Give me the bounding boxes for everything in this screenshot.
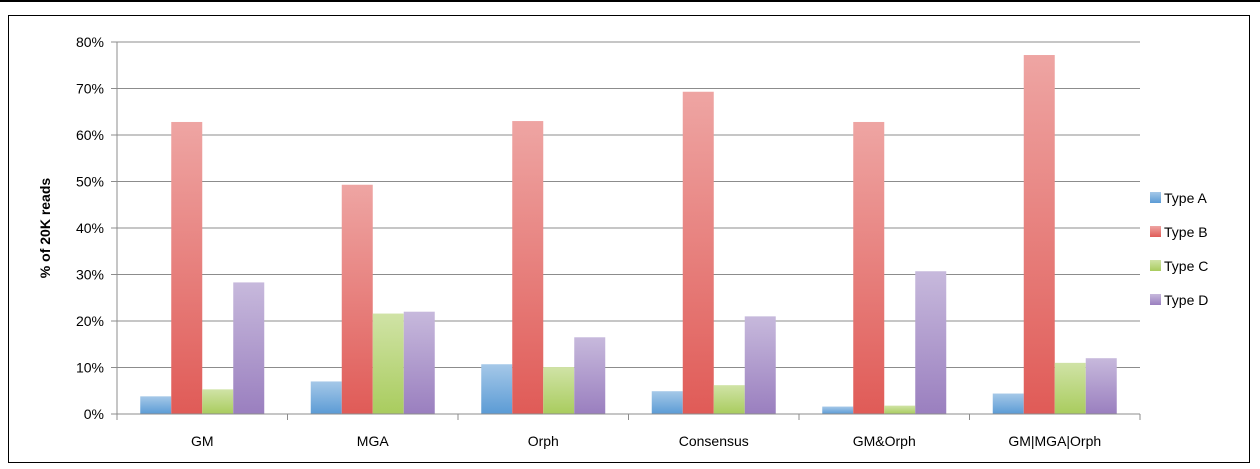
x-category-label: GM — [191, 433, 214, 449]
legend-swatch — [1150, 294, 1161, 305]
legend-label: Type B — [1164, 224, 1208, 240]
legend-label: Type A — [1164, 190, 1207, 206]
x-category-label: Orph — [528, 433, 559, 449]
bar — [1023, 55, 1055, 415]
x-category-label: GM&Orph — [853, 433, 916, 449]
y-tick-label: 40% — [76, 220, 104, 236]
bar — [915, 271, 947, 414]
bar — [233, 282, 265, 414]
bar — [1054, 362, 1086, 414]
bar — [853, 121, 885, 414]
y-tick-label: 10% — [76, 360, 104, 376]
top-rule — [0, 0, 1260, 2]
x-category-label: Consensus — [679, 433, 749, 449]
bar — [543, 367, 575, 414]
bar — [574, 337, 606, 414]
bar — [512, 121, 544, 415]
y-tick-label: 70% — [76, 81, 104, 97]
bar — [713, 385, 745, 414]
bar — [202, 389, 234, 414]
y-axis-title: % of 20K reads — [37, 178, 53, 279]
gridlines — [117, 41, 1140, 368]
bar — [481, 364, 513, 414]
legend: Type A Type B Type C Type D — [1150, 190, 1208, 308]
bar — [140, 396, 172, 414]
x-category-label: GM|MGA|Orph — [1008, 433, 1101, 449]
x-axis-category-labels: GM MGA Orph Consensus GM&Orph GM|MGA|Orph — [191, 433, 1101, 449]
chart-frame — [8, 15, 1250, 463]
bar — [310, 381, 342, 414]
y-tick-label: 0% — [84, 406, 104, 422]
y-tick-label: 80% — [76, 34, 104, 50]
legend-label: Type D — [1164, 292, 1208, 308]
bar — [822, 406, 854, 414]
bar — [341, 184, 373, 414]
bar — [744, 316, 776, 414]
y-tick-label: 30% — [76, 267, 104, 283]
legend-swatch — [1150, 226, 1161, 237]
bars — [140, 55, 1117, 415]
bar — [1085, 358, 1117, 414]
bar — [171, 121, 203, 414]
y-axis-tick-labels: 0% 10% 20% 30% 40% 50% 60% 70% 80% — [76, 34, 104, 422]
y-tick-label: 60% — [76, 127, 104, 143]
legend-label: Type C — [1164, 258, 1208, 274]
bar — [403, 311, 435, 414]
y-tick-label: 20% — [76, 313, 104, 329]
bar — [884, 405, 916, 414]
bar — [651, 391, 683, 414]
axes — [111, 41, 1141, 420]
y-tick-label: 50% — [76, 174, 104, 190]
bar — [992, 393, 1024, 414]
x-category-label: MGA — [357, 433, 390, 449]
bar — [372, 313, 404, 414]
legend-swatch — [1150, 192, 1161, 203]
bar — [682, 91, 714, 414]
legend-swatch — [1150, 260, 1161, 271]
